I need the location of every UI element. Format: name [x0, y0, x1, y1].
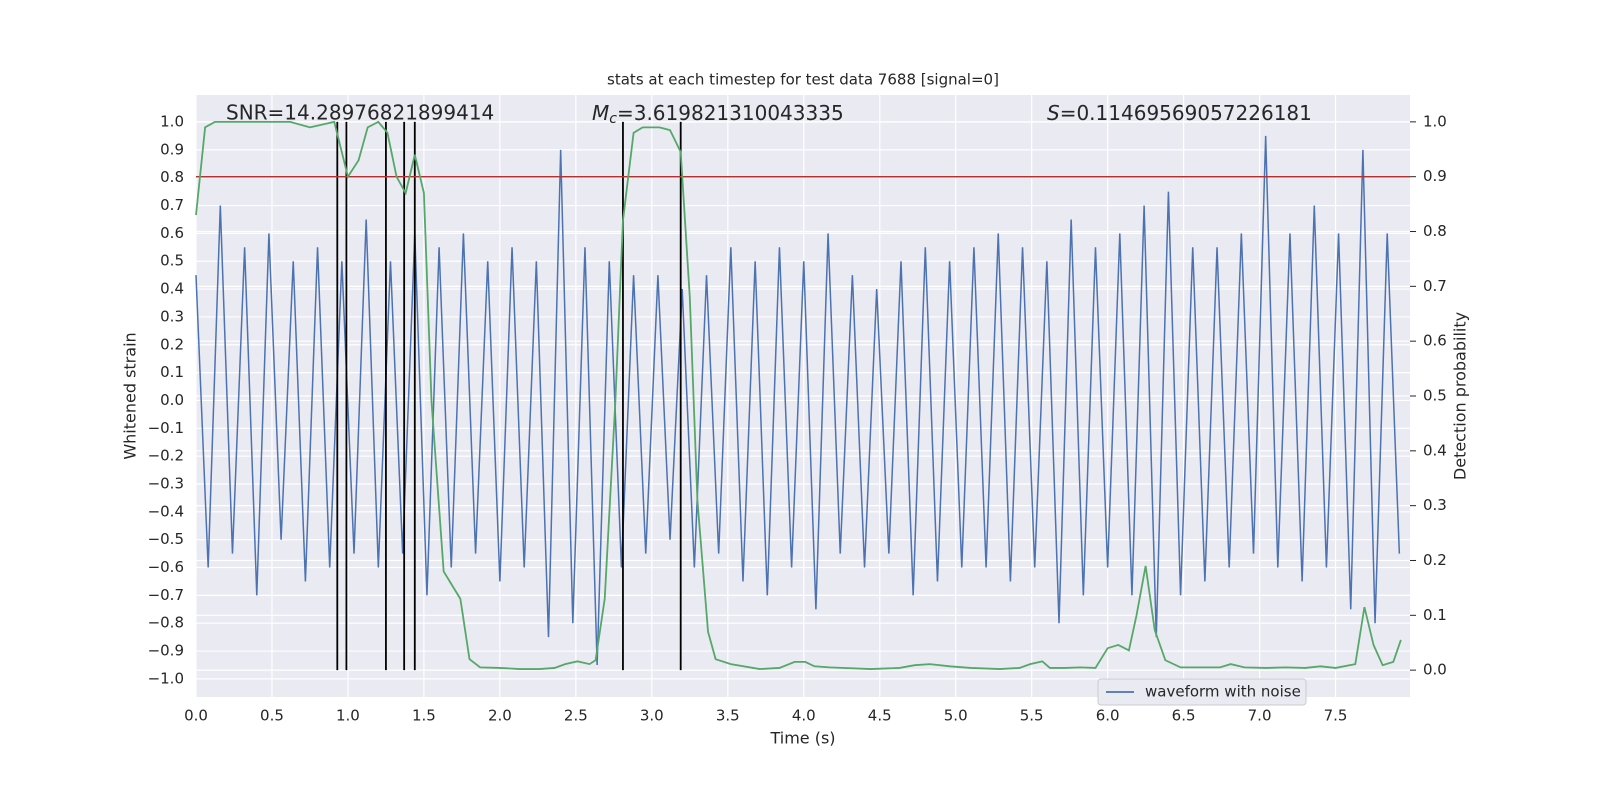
x-tick-label: 1.5 — [412, 707, 436, 725]
y-tick-label: 0.0 — [160, 391, 184, 409]
y-tick-label: −0.3 — [148, 474, 184, 492]
y2-tick-label: 0.0 — [1423, 661, 1447, 679]
y-tick-label: 0.8 — [160, 168, 184, 186]
x-tick-label: 5.5 — [1020, 707, 1044, 725]
x-tick-label: 7.0 — [1248, 707, 1272, 725]
x-tick-label: 3.0 — [640, 707, 664, 725]
y-tick-label: 1.0 — [160, 113, 184, 131]
annotation: SNR=14.28976821899414 — [226, 101, 494, 125]
y-tick-label: 0.5 — [160, 252, 184, 270]
y2-tick-label: 0.2 — [1423, 551, 1447, 569]
grid — [195, 95, 1410, 697]
annotation-subscript: c — [609, 111, 617, 127]
y2-tick-label: 1.0 — [1423, 112, 1447, 130]
y2-tick-label: 0.6 — [1423, 332, 1447, 350]
x-tick-label: 5.0 — [944, 707, 968, 725]
x-tick-label: 4.0 — [792, 707, 816, 725]
marks — [195, 120, 1410, 671]
y2-tick-label: 0.4 — [1423, 441, 1447, 459]
x-tick-label: 6.0 — [1096, 707, 1120, 725]
y-tick-label: −0.1 — [148, 419, 184, 437]
y-tick-label: −0.2 — [148, 447, 184, 465]
y2-tick-label: 0.5 — [1423, 387, 1447, 405]
legend: waveform with noise — [1097, 678, 1307, 706]
annotation-symbol: S — [1047, 101, 1060, 125]
x-tick-label: 3.5 — [716, 707, 740, 725]
y-tick-label: −1.0 — [148, 669, 184, 687]
y-tick-label: 0.7 — [160, 196, 184, 214]
y-tick-label: −0.7 — [148, 586, 184, 604]
y-tick-label: −0.4 — [148, 502, 184, 520]
x-tick-label: 6.5 — [1172, 707, 1196, 725]
labels: 0.0 0.5 1.0 1.5 2.0 2.5 3.0 3.5 4.0 4.5 5.0 5.5 6.0 6… — [148, 112, 1447, 724]
y-tick-label: 0.4 — [160, 280, 184, 298]
y-tick-label: 0.3 — [160, 307, 184, 325]
annotation: Mc=3.619821310043335 — [592, 101, 844, 128]
y2-tick-label: 0.9 — [1423, 167, 1447, 185]
x-tick-label: 4.5 — [868, 707, 892, 725]
legend-label: waveform with noise — [1145, 683, 1301, 701]
y-axis-label: Whitened strain — [121, 332, 140, 459]
x-tick-label: 2.0 — [488, 707, 512, 725]
x-axis-label: Time (s) — [769, 729, 835, 748]
y-tick-label: −0.9 — [148, 642, 184, 660]
y-tick-label: −0.6 — [148, 558, 184, 576]
y2-tick-label: 0.7 — [1423, 277, 1447, 295]
annotation-symbol: M — [592, 101, 609, 125]
series-line — [195, 120, 1402, 670]
x-tick-label: 0.5 — [260, 707, 284, 725]
chart-title: stats at each timestep for test data 768… — [607, 71, 999, 89]
y2-tick-label: 0.1 — [1423, 606, 1447, 624]
legend-box — [1097, 678, 1307, 706]
annotation-value: =0.11469569057226181 — [1060, 101, 1312, 125]
y-tick-label: 0.6 — [160, 224, 184, 242]
x-tick-label: 1.0 — [336, 707, 360, 725]
series-line — [195, 135, 1401, 666]
x-tick-label: 7.5 — [1324, 707, 1348, 725]
annotation: S=0.11469569057226181 — [1047, 101, 1312, 125]
x-tick-label: 0.0 — [184, 707, 208, 725]
y2-tick-label: 0.8 — [1423, 222, 1447, 240]
y-tick-label: 0.2 — [160, 335, 184, 353]
y-tick-label: −0.5 — [148, 530, 184, 548]
y-tick-label: 0.9 — [160, 140, 184, 158]
annotation-value: =3.619821310043335 — [617, 101, 844, 125]
y-tick-label: −0.8 — [148, 614, 184, 632]
y2-tick-label: 0.3 — [1423, 496, 1447, 514]
y2-axis-label: Detection probability — [1451, 312, 1470, 480]
x-tick-label: 2.5 — [564, 707, 588, 725]
y-tick-label: 0.1 — [160, 363, 184, 381]
